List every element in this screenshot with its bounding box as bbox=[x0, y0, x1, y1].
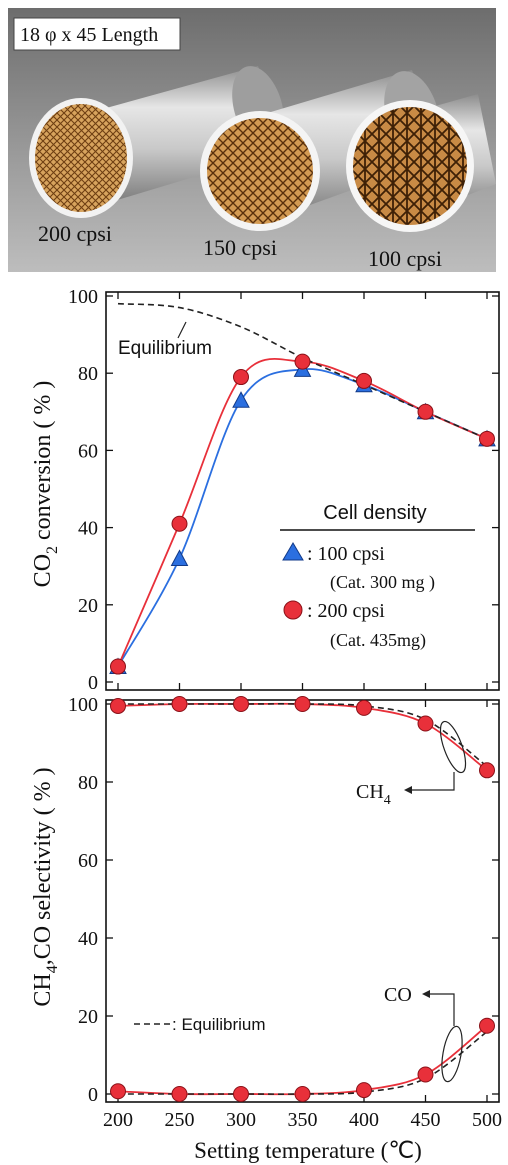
chart2-series-0-point bbox=[233, 696, 249, 712]
sample-label-150: 150 cpsi bbox=[203, 235, 277, 260]
legend-title: Cell density bbox=[323, 502, 426, 524]
svg-text:CO2 conversion ( % ): CO2 conversion ( % ) bbox=[30, 381, 61, 588]
chart2-series-2-line bbox=[117, 703, 488, 768]
chart2-xtick-label: 500 bbox=[472, 1109, 502, 1131]
chart1-series-0-point bbox=[170, 549, 189, 566]
chart1-ytick-label: 40 bbox=[78, 518, 98, 540]
svg-text:CH4: CH4 bbox=[356, 781, 391, 808]
co-label: CO bbox=[384, 984, 412, 1006]
chart2-ylabel-a: CH bbox=[30, 973, 56, 1006]
chart1-series-1-point bbox=[110, 658, 126, 675]
ch4-label: CH bbox=[356, 781, 384, 803]
monolith-100cpsi bbox=[346, 94, 496, 232]
chart2-series-1-point bbox=[294, 1086, 311, 1102]
chart2-ylabel-rest: ,CO selectivity ( % ) bbox=[30, 767, 56, 965]
chart1-series-1-point bbox=[294, 353, 311, 370]
chart2-frame bbox=[105, 699, 500, 1103]
sample-label-200: 200 cpsi bbox=[38, 221, 112, 246]
chart1-series-1-line bbox=[117, 357, 488, 667]
chart1-ylabel-sub: 2 bbox=[44, 546, 61, 554]
chart2-xtick-label: 250 bbox=[165, 1109, 195, 1131]
legend-200cpsi-note: (Cat. 435mg) bbox=[330, 630, 426, 651]
chart2-series-0-point bbox=[417, 715, 434, 732]
monolith-photo: 18 φ x 45 Length 200 cpsi 150 cpsi 100 c… bbox=[8, 8, 496, 272]
size-label: 18 φ x 45 Length bbox=[20, 24, 158, 46]
chart2-series-1-point bbox=[356, 1082, 372, 1099]
chart2-ytick-label: 60 bbox=[78, 850, 98, 872]
legend-100cpsi-note: (Cat. 300 mg ) bbox=[330, 572, 435, 593]
chart1-series-1-point bbox=[233, 369, 249, 386]
chart1-ytick-label: 0 bbox=[88, 672, 98, 694]
chart1-ylabel-rest: conversion ( % ) bbox=[30, 381, 56, 546]
chart2-series-1-point bbox=[171, 1086, 188, 1102]
chart2-xlabel: Setting temperature (℃) bbox=[194, 1138, 422, 1163]
chart2-xtick-label: 350 bbox=[288, 1109, 318, 1131]
equilibrium-label: Equilibrium bbox=[118, 338, 212, 359]
chart2-xtick-label: 200 bbox=[103, 1109, 133, 1131]
size-label-box bbox=[13, 17, 181, 51]
chart1-ylabel: CO2 conversion ( % ) bbox=[30, 381, 61, 588]
chart2-series-1-point bbox=[479, 1017, 495, 1034]
legend-100cpsi: : 100 cpsi bbox=[307, 543, 385, 565]
chart1-ytick-label: 20 bbox=[78, 595, 98, 617]
legend-marker-circle bbox=[283, 600, 303, 620]
ch4-annotation: CH4 bbox=[356, 720, 467, 808]
chart2-xtick-label: 450 bbox=[411, 1109, 441, 1131]
chart2-ytick-label: 100 bbox=[68, 694, 98, 716]
chart2-series-1-point bbox=[417, 1066, 434, 1083]
chart2-xtick-label: 300 bbox=[226, 1109, 256, 1131]
charts-figure: 0 20 40 60 80 100 0 20 40 60 80 100 200 250 300 350 400… bbox=[30, 286, 502, 1163]
chart1-ytick-label: 100 bbox=[68, 286, 98, 308]
chart2-ytick-label: 80 bbox=[78, 772, 98, 794]
chart1-series-1-point bbox=[479, 430, 495, 447]
chart2-ylabel: CH4,CO selectivity ( % ) bbox=[30, 767, 61, 1006]
chart2-series-1-point bbox=[233, 1086, 249, 1102]
sample-label-100: 100 cpsi bbox=[368, 246, 442, 271]
chart1-series-1-point bbox=[417, 403, 434, 420]
chart1-legend: Cell density : 100 cpsi (Cat. 300 mg ) :… bbox=[280, 502, 475, 651]
chart2-ytick-label: 40 bbox=[78, 928, 98, 950]
chart2-ylabel-a-sub: 4 bbox=[44, 965, 61, 973]
legend-200cpsi: : 200 cpsi bbox=[307, 600, 385, 622]
chart2-series-0-line bbox=[117, 702, 488, 772]
ch4-label-sub: 4 bbox=[384, 793, 391, 808]
chart2-ytick-label: 20 bbox=[78, 1006, 98, 1028]
chart2-series-0-point bbox=[110, 697, 126, 714]
svg-text:CH4,CO selectivity ( % ): CH4,CO selectivity ( % ) bbox=[30, 767, 61, 1006]
chart1-ylabel-main: CO bbox=[30, 554, 56, 587]
chart1-series-0-point bbox=[232, 391, 250, 408]
legend-marker-triangle bbox=[282, 542, 304, 561]
chart2-series-0-point bbox=[479, 762, 495, 779]
chart1-series-1-point bbox=[356, 372, 372, 389]
chart2-ytick-label: 0 bbox=[88, 1084, 98, 1106]
chart2-series-0-point bbox=[294, 696, 311, 712]
chart2-legend: : Equilibrium bbox=[134, 1015, 266, 1034]
chart2-series-0-point bbox=[356, 699, 372, 716]
chart2-series-1-point bbox=[110, 1083, 126, 1100]
co-annotation: CO bbox=[384, 984, 463, 1083]
equilibrium-pointer bbox=[177, 321, 187, 339]
chart2-series-3-line bbox=[117, 1030, 488, 1095]
chart1-series-1-point bbox=[171, 515, 188, 532]
chart2-series-1-line bbox=[117, 1025, 488, 1096]
chart1-ytick-label: 60 bbox=[78, 440, 98, 462]
co2-conversion-chart: 0 20 40 60 80 100 bbox=[68, 286, 500, 694]
chart2-xtick-label: 400 bbox=[349, 1109, 379, 1131]
chart1-ytick-label: 80 bbox=[78, 363, 98, 385]
chart2-series-0-point bbox=[171, 696, 188, 712]
legend-equilibrium: : Equilibrium bbox=[172, 1015, 266, 1034]
selectivity-chart: 0 20 40 60 80 100 200 250 300 350 400 450 500 bbox=[68, 694, 502, 1131]
